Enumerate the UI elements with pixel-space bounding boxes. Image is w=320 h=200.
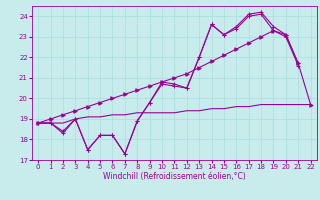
X-axis label: Windchill (Refroidissement éolien,°C): Windchill (Refroidissement éolien,°C) [103, 172, 246, 181]
